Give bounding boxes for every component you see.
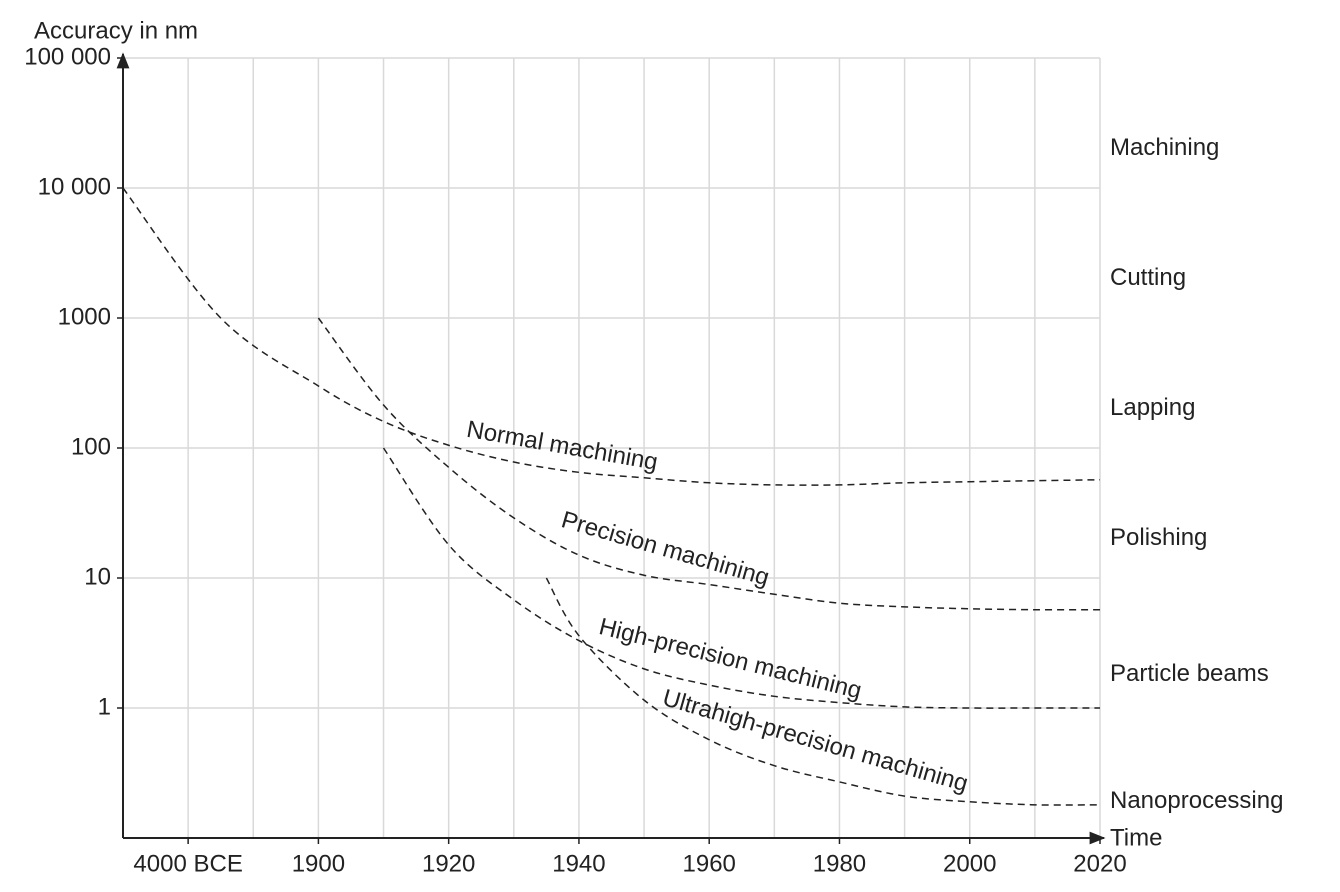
x-tick-label: 1980 <box>813 850 866 877</box>
y-tick-label: 100 <box>71 433 111 460</box>
curve-label: Normal machining <box>465 416 660 476</box>
y-tick-label: 1000 <box>58 303 111 330</box>
x-tick-label: 2020 <box>1073 850 1126 877</box>
region-label: Lapping <box>1110 394 1195 421</box>
y-tick-label: 10 000 <box>38 173 111 200</box>
x-tick-label: 4000 BCE <box>133 850 242 877</box>
region-label: Particle beams <box>1110 660 1269 687</box>
x-tick-label: 1940 <box>552 850 605 877</box>
curve <box>122 187 1101 486</box>
x-tick-label: 1960 <box>683 850 736 877</box>
x-tick-label: 1900 <box>292 850 345 877</box>
x-tick-label: 2000 <box>943 850 996 877</box>
y-tick-label: 10 <box>84 563 111 590</box>
curve-label: Ultrahigh-precision machining <box>660 684 971 797</box>
y-tick-label: 100 000 <box>24 43 111 70</box>
region-label: Polishing <box>1110 524 1207 551</box>
x-axis-label: Time <box>1110 824 1162 851</box>
region-label: Nanoprocessing <box>1110 787 1283 814</box>
curve-label: High-precision machining <box>596 613 864 704</box>
y-axis-label: Accuracy in nm <box>34 17 198 44</box>
y-tick-label: 1 <box>98 693 111 720</box>
x-tick-label: 1920 <box>422 850 475 877</box>
region-label: Machining <box>1110 134 1219 161</box>
region-label: Cutting <box>1110 264 1186 291</box>
curve <box>545 577 1101 806</box>
curve <box>317 317 1101 611</box>
